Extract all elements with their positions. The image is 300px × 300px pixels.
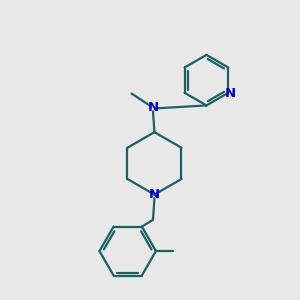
Text: N: N	[149, 188, 160, 201]
Text: N: N	[225, 87, 236, 100]
Text: N: N	[147, 101, 158, 114]
